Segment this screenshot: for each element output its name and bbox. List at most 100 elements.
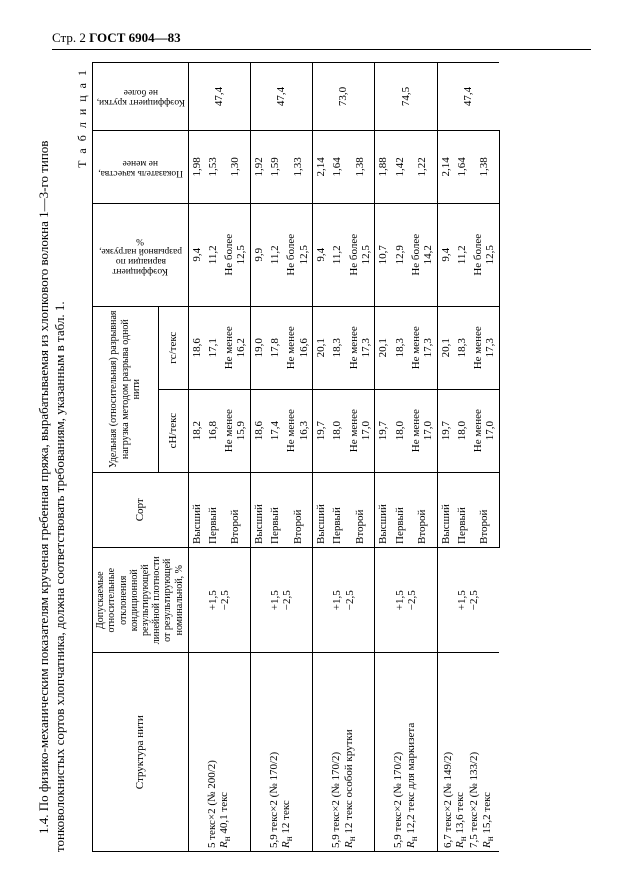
cell-struct: 5,9 текс×2 (№ 170/2)Rн 12 текс особой кр… bbox=[313, 653, 375, 852]
cell-var: 11,2 bbox=[267, 203, 283, 306]
cell-q: 2,14 bbox=[313, 130, 330, 203]
cell-gst: Не менее17,3 bbox=[346, 306, 375, 389]
cell-var: 11,2 bbox=[454, 203, 470, 306]
cell-cnt: 18,0 bbox=[329, 389, 345, 472]
cell-var: 11,2 bbox=[329, 203, 345, 306]
cell-var: 9,4 bbox=[188, 203, 205, 306]
cell-var: 9,4 bbox=[437, 203, 454, 306]
col-struct: Структура нити bbox=[92, 653, 188, 852]
cell-dev: +1,5−2,5 bbox=[313, 547, 375, 653]
cell-q: 1,64 bbox=[329, 130, 345, 203]
col-cnt: сН/текс bbox=[158, 389, 188, 472]
cell-cnt: Не менее17,0 bbox=[470, 389, 499, 472]
cell-cnt: Не менее15,9 bbox=[221, 389, 250, 472]
cell-gst: 20,1 bbox=[313, 306, 330, 389]
cell-var: Не более12,5 bbox=[283, 203, 312, 306]
cell-q: 1,38 bbox=[346, 130, 375, 203]
table-row: 5 текс×2 (№ 200/2)Rн 40,1 текс+1,5−2,5Вы… bbox=[188, 63, 205, 852]
cell-q: 1,33 bbox=[283, 130, 312, 203]
page-header: Стр. 2 ГОСТ 6904—83 bbox=[52, 30, 591, 50]
cell-gst: Не менее17,3 bbox=[470, 306, 499, 389]
cell-gst: 18,3 bbox=[392, 306, 408, 389]
caption-num: 1.4. bbox=[36, 815, 51, 835]
cell-gst: Не менее16,2 bbox=[221, 306, 250, 389]
cell-gst: 18,3 bbox=[329, 306, 345, 389]
cell-gst: 17,8 bbox=[267, 306, 283, 389]
cell-sort: Первый bbox=[454, 472, 470, 547]
col-variation: Коэффициент вариации по разрывной нагруз… bbox=[92, 203, 188, 306]
cell-dev: +1,5−2,5 bbox=[188, 547, 250, 653]
cell-twist: 73,0 bbox=[313, 63, 375, 131]
col-gst: гс/текс bbox=[158, 306, 188, 389]
cell-cnt: 19,7 bbox=[313, 389, 330, 472]
cell-q: 1,92 bbox=[250, 130, 267, 203]
table-label: Т а б л и ц а 1 bbox=[75, 62, 90, 852]
cell-cnt: Не менее16,3 bbox=[283, 389, 312, 472]
properties-table: Структура нити Допускаемые относительные… bbox=[92, 62, 500, 852]
cell-sort: Высший bbox=[250, 472, 267, 547]
cell-sort: Второй bbox=[346, 472, 375, 547]
cell-var: 11,2 bbox=[205, 203, 221, 306]
col-twist: Коэффициент крутки, не более bbox=[92, 63, 188, 131]
cell-cnt: 19,7 bbox=[437, 389, 454, 472]
cell-sort: Второй bbox=[221, 472, 250, 547]
cell-gst: 20,1 bbox=[437, 306, 454, 389]
cell-sort: Второй bbox=[283, 472, 312, 547]
caption-text: По физико-механическим показателям круче… bbox=[36, 141, 67, 852]
cell-q: 2,14 bbox=[437, 130, 454, 203]
col-sort: Сорт bbox=[92, 472, 188, 547]
paragraph-caption: 1.4. По физико-механическим показателям … bbox=[36, 62, 69, 852]
table-row: 6,7 текс×2 (№ 149/2)Rн 13,6 текс7,5 текс… bbox=[437, 63, 454, 852]
cell-dev: +1,5−2,5 bbox=[375, 547, 437, 653]
cell-cnt: 18,0 bbox=[454, 389, 470, 472]
standard-number: ГОСТ 6904—83 bbox=[89, 30, 181, 45]
cell-sort: Первый bbox=[329, 472, 345, 547]
cell-q: 1,38 bbox=[470, 130, 499, 203]
cell-gst: 19,0 bbox=[250, 306, 267, 389]
cell-cnt: 18,2 bbox=[188, 389, 205, 472]
cell-dev: +1,5−2,5 bbox=[437, 547, 499, 653]
cell-twist: 47,4 bbox=[188, 63, 250, 131]
cell-cnt: Не менее17,0 bbox=[346, 389, 375, 472]
cell-q: 1,88 bbox=[375, 130, 392, 203]
cell-cnt: 16,8 bbox=[205, 389, 221, 472]
cell-twist: 47,4 bbox=[250, 63, 312, 131]
cell-sort: Первый bbox=[267, 472, 283, 547]
cell-var: 10,7 bbox=[375, 203, 392, 306]
cell-gst: Не менее16,6 bbox=[283, 306, 312, 389]
table-row: 5,9 текс×2 (№ 170/2)Rн 12,2 текс для мар… bbox=[375, 63, 392, 852]
cell-twist: 74,5 bbox=[375, 63, 437, 131]
col-quality: Показатель качества, не менее bbox=[92, 130, 188, 203]
cell-var: 9,9 bbox=[250, 203, 267, 306]
cell-sort: Первый bbox=[392, 472, 408, 547]
cell-sort: Второй bbox=[470, 472, 499, 547]
page-number: Стр. 2 bbox=[52, 30, 86, 45]
cell-var: Не более12,5 bbox=[346, 203, 375, 306]
cell-sort: Высший bbox=[188, 472, 205, 547]
cell-gst: 18,3 bbox=[454, 306, 470, 389]
cell-cnt: 17,4 bbox=[267, 389, 283, 472]
cell-sort: Первый bbox=[205, 472, 221, 547]
cell-cnt: 18,6 bbox=[250, 389, 267, 472]
cell-gst: 20,1 bbox=[375, 306, 392, 389]
cell-var: Не более12,5 bbox=[470, 203, 499, 306]
cell-q: 1,64 bbox=[454, 130, 470, 203]
cell-q: 1,59 bbox=[267, 130, 283, 203]
cell-q: 1,53 bbox=[205, 130, 221, 203]
cell-struct: 6,7 текс×2 (№ 149/2)Rн 13,6 текс7,5 текс… bbox=[437, 653, 499, 852]
table-row: 5,9 текс×2 (№ 170/2)Rн 12 текс+1,5−2,5Вы… bbox=[250, 63, 267, 852]
cell-cnt: 19,7 bbox=[375, 389, 392, 472]
cell-gst: Не менее17,3 bbox=[408, 306, 437, 389]
cell-struct: 5,9 текс×2 (№ 170/2)Rн 12 текс bbox=[250, 653, 312, 852]
cell-q: 1,42 bbox=[392, 130, 408, 203]
cell-struct: 5 текс×2 (№ 200/2)Rн 40,1 текс bbox=[188, 653, 250, 852]
cell-cnt: 18,0 bbox=[392, 389, 408, 472]
col-specific: Удельная (относительная) разрывная нагру… bbox=[92, 306, 158, 472]
cell-sort: Высший bbox=[313, 472, 330, 547]
cell-struct: 5,9 текс×2 (№ 170/2)Rн 12,2 текс для мар… bbox=[375, 653, 437, 852]
cell-q: 1,30 bbox=[221, 130, 250, 203]
cell-var: 9,4 bbox=[313, 203, 330, 306]
table-row: 5,9 текс×2 (№ 170/2)Rн 12 текс особой кр… bbox=[313, 63, 330, 852]
cell-cnt: Не менее17,0 bbox=[408, 389, 437, 472]
cell-sort: Второй bbox=[408, 472, 437, 547]
